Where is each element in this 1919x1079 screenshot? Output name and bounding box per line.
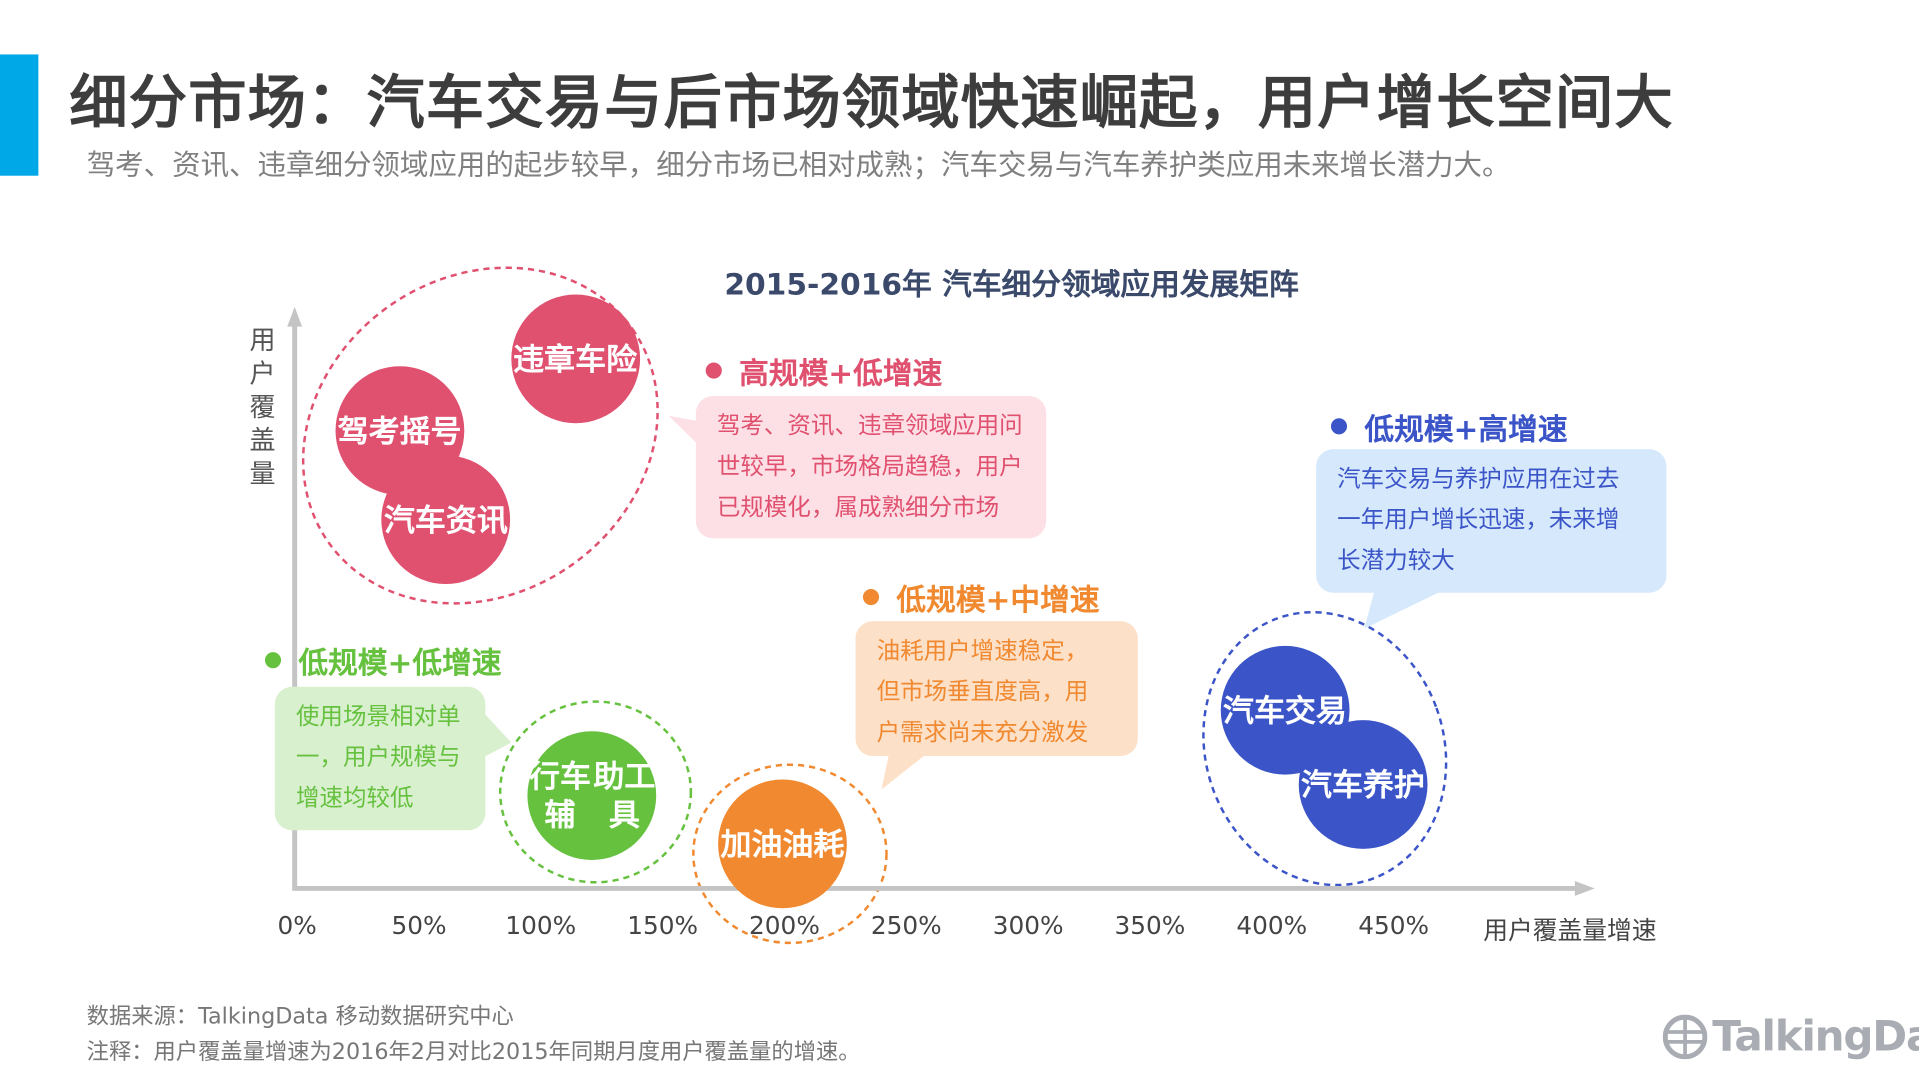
group-callout: 油耗用户增速稳定， 但市场垂直度高，用 户需求尚未充分激发 <box>855 621 1138 757</box>
group-ellipse <box>692 763 888 945</box>
y-axis-label: 用户覆盖量 <box>249 325 276 489</box>
callout-line: 油耗用户增速稳定， <box>876 637 1089 665</box>
x-tick-label: 200% <box>749 910 820 941</box>
callout-line: 但市场垂直度高，用 <box>876 678 1089 706</box>
bubble-label: 汽车 <box>1301 766 1363 803</box>
bubble-label: 加油 <box>720 825 783 862</box>
bubble-label: 助工具 <box>593 758 656 833</box>
group-legend: 低规模+中增速 <box>862 575 1100 618</box>
x-axis-arrow <box>1574 881 1595 896</box>
bubble-label: 驾考 <box>337 412 400 449</box>
x-tick-label: 250% <box>870 910 942 941</box>
callout-line: 长潜力较大 <box>1337 546 1455 575</box>
bubble-point: 汽车 资讯 <box>381 455 511 585</box>
group-name: 高规模+低增速 <box>739 356 943 392</box>
callout-line: 世较早，市场格局趋稳，用户 <box>716 452 1023 481</box>
bubble-label: 摇号 <box>399 412 462 449</box>
callout-line: 已规模化，属成熟细分市场 <box>716 493 1000 521</box>
bubble-point: 加油 油耗 <box>718 779 847 909</box>
x-axis-label: 用户覆盖量增速 <box>1483 915 1657 946</box>
group-ellipse <box>498 700 693 884</box>
page-subtitle: 驾考、资讯、违章细分领域应用的起步较早，细分市场已相对成熟；汽车交易与汽车养护类… <box>86 149 1511 182</box>
x-tick-label: 100% <box>505 910 577 941</box>
talkingdata-logo: TalkingData <box>1662 1012 1919 1062</box>
group-name: 低规模+低增速 <box>298 645 502 681</box>
callout-line: 使用场景相对单 <box>295 702 461 731</box>
bubble-label: 违章 <box>513 340 576 377</box>
callout-line: 驾考、资讯、违章领域应用问 <box>716 412 1023 440</box>
x-tick-label: 0% <box>277 910 317 941</box>
footnote: 注释：用户覆盖量增速为2016年2月对比2015年同期月度用户覆盖量的增速。 <box>86 1039 861 1066</box>
logo-globe-icon <box>1662 1014 1708 1060</box>
source-note: 数据来源：TalkingData 移动数据研究中心 <box>86 1003 514 1030</box>
accent-bar <box>0 54 39 176</box>
page-title: 细分市场：汽车交易与后市场领域快速崛起，用户增长空间大 <box>69 69 1674 138</box>
group-ellipse <box>1202 610 1448 887</box>
legend-dot-icon <box>705 362 722 379</box>
bubble-label: 养护 <box>1362 766 1425 803</box>
legend-dot-icon <box>264 652 282 669</box>
callout-line: 户需求尚未充分激发 <box>876 718 1089 747</box>
group-callout: 驾考、资讯、违章领域应用问 世较早，市场格局趋稳，用户 已规模化，属成熟细分市场 <box>695 395 1047 539</box>
group-name: 低规模+中增速 <box>896 582 1100 618</box>
callout-line: 增速均较低 <box>295 784 414 812</box>
bubble-label: 交易 <box>1284 692 1347 729</box>
y-axis-arrow <box>287 306 303 327</box>
bubble-point: 汽车 养护 <box>1298 720 1428 849</box>
bubble-label: 资讯 <box>445 501 508 538</box>
bubble-point: 行车辅 助工具 <box>527 731 657 860</box>
x-tick-label: 450% <box>1358 910 1429 941</box>
bubble-label: 行车辅 <box>529 758 591 833</box>
bubble-label: 车险 <box>575 340 638 377</box>
x-tick-label: 400% <box>1236 910 1308 941</box>
x-tick-label: 350% <box>1114 910 1186 941</box>
bubble-label: 油耗 <box>782 825 845 862</box>
group-legend: 低规模+低增速 <box>264 638 502 681</box>
legend-dot-icon <box>1330 418 1348 435</box>
group-callout: 汽车交易与养护应用在过去 一年用户增长迅速，未来增 长潜力较大 <box>1316 449 1667 593</box>
group-legend: 高规模+低增速 <box>705 349 943 392</box>
bubble-point: 违章 车险 <box>510 294 640 424</box>
chart-title: 2015-2016年 汽车细分领域应用发展矩阵 <box>724 267 1299 302</box>
x-tick-label: 150% <box>627 910 699 941</box>
x-tick-label: 50% <box>391 910 447 941</box>
group-legend: 低规模+高增速 <box>1330 405 1568 448</box>
group-ellipse <box>301 266 659 605</box>
legend-dot-icon <box>862 589 880 606</box>
group-name: 低规模+高增速 <box>1364 412 1568 447</box>
callout-line: 一，用户规模与 <box>295 743 461 771</box>
bubble-label: 汽车 <box>1222 692 1285 729</box>
x-tick-label: 300% <box>992 910 1064 941</box>
group-callout: 使用场景相对单 一，用户规模与 增速均较低 <box>274 686 486 831</box>
callout-line: 汽车交易与养护应用在过去 <box>1337 465 1620 493</box>
callout-line: 一年用户增长迅速，未来增 <box>1337 506 1620 534</box>
bubble-label: 汽车 <box>383 501 446 538</box>
